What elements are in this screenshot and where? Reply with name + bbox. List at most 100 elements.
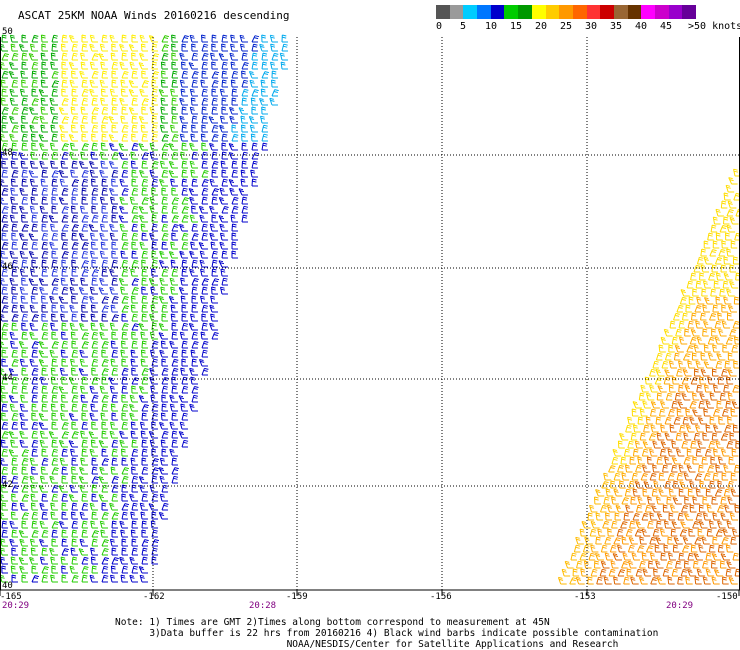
wind-barb	[722, 576, 729, 585]
wind-barb	[0, 547, 8, 556]
wind-barb	[656, 392, 664, 401]
wind-barb	[271, 79, 278, 88]
wind-barb	[131, 295, 138, 304]
wind-barb	[70, 106, 78, 115]
wind-barb	[61, 358, 68, 367]
wind-barb	[29, 160, 38, 169]
wind-barb	[151, 448, 158, 457]
wind-barb	[8, 368, 18, 376]
wind-barb	[131, 142, 139, 151]
wind-barb	[181, 268, 188, 277]
wind-barb	[721, 537, 729, 545]
wind-barb	[101, 133, 108, 142]
wind-barb	[161, 35, 170, 43]
wind-barb	[91, 457, 98, 466]
wind-barb	[610, 480, 617, 489]
wind-barb	[691, 352, 699, 361]
wind-barb	[0, 277, 8, 286]
wind-barb	[191, 124, 198, 133]
wind-barb	[695, 320, 704, 329]
wind-barb	[19, 430, 28, 439]
wind-barb	[717, 456, 726, 465]
wind-barb	[39, 160, 48, 169]
wind-barb	[40, 34, 48, 43]
wind-barb	[625, 424, 632, 433]
lon-label-159: -159	[286, 592, 308, 602]
wind-barb	[121, 511, 128, 520]
wind-barb	[81, 223, 89, 232]
wind-barb	[129, 196, 138, 205]
wind-barb	[572, 568, 580, 577]
wind-barb	[658, 489, 668, 497]
wind-barb	[81, 187, 88, 196]
wind-barb	[732, 384, 740, 393]
wind-barb	[28, 251, 38, 259]
wind-barb	[58, 170, 68, 178]
wind-barb	[10, 556, 18, 565]
wind-barb	[149, 313, 158, 322]
wind-barb	[211, 332, 219, 340]
wind-barb	[581, 521, 591, 529]
wind-barb	[221, 277, 228, 286]
wind-barb	[719, 288, 726, 297]
wind-barb	[693, 432, 701, 441]
wind-barb	[109, 143, 118, 151]
wind-barb	[693, 560, 700, 569]
wind-barb	[610, 496, 619, 505]
wind-barb	[49, 295, 58, 304]
wind-barb	[677, 576, 684, 585]
wind-barb	[141, 404, 149, 412]
wind-barb	[111, 529, 118, 538]
wind-barb	[209, 178, 218, 187]
wind-barb	[241, 160, 248, 169]
wind-barb	[696, 336, 706, 345]
wind-barb	[51, 385, 59, 394]
wind-barb	[201, 106, 208, 115]
wind-barb	[109, 502, 118, 511]
wind-barb	[101, 259, 108, 268]
wind-barb	[41, 250, 49, 259]
wind-barb	[51, 457, 59, 466]
wind-barb	[91, 511, 98, 520]
wind-barb	[726, 224, 736, 233]
wind-barb	[727, 496, 736, 505]
wind-barb	[131, 241, 138, 250]
wind-barb	[721, 304, 728, 313]
wind-barb	[41, 448, 48, 457]
wind-barb	[181, 241, 189, 250]
wind-barb	[31, 530, 39, 538]
wind-barb	[189, 160, 198, 169]
wind-barb	[181, 215, 189, 223]
wind-barb	[612, 553, 622, 561]
wind-barb	[188, 62, 198, 70]
wind-barb	[703, 344, 711, 353]
wind-barb	[705, 488, 713, 497]
wind-barb	[1, 565, 8, 574]
wind-barb	[588, 552, 596, 561]
wind-barb	[9, 133, 18, 142]
wind-barb	[201, 43, 209, 52]
wind-barb	[727, 369, 737, 377]
wind-barb	[604, 552, 613, 561]
wind-barb	[606, 504, 616, 513]
wind-barb	[151, 250, 158, 259]
wind-barb	[710, 456, 717, 465]
wind-barb	[231, 88, 238, 97]
wind-barb	[149, 376, 158, 385]
wind-barb	[211, 278, 220, 286]
wind-barb	[111, 106, 118, 115]
wind-barb	[674, 345, 684, 353]
wind-barb	[70, 547, 78, 556]
wind-barb	[723, 256, 731, 265]
wind-barb	[118, 152, 128, 160]
wind-barb	[41, 313, 48, 322]
wind-barb	[651, 505, 661, 513]
wind-barb	[41, 295, 48, 304]
wind-barb	[624, 488, 632, 497]
wind-barb	[230, 61, 238, 70]
wind-barb	[675, 560, 682, 569]
wind-barbs-layer	[0, 34, 740, 585]
wind-barb	[190, 241, 198, 250]
wind-barb	[131, 377, 140, 385]
wind-barb	[40, 376, 48, 385]
